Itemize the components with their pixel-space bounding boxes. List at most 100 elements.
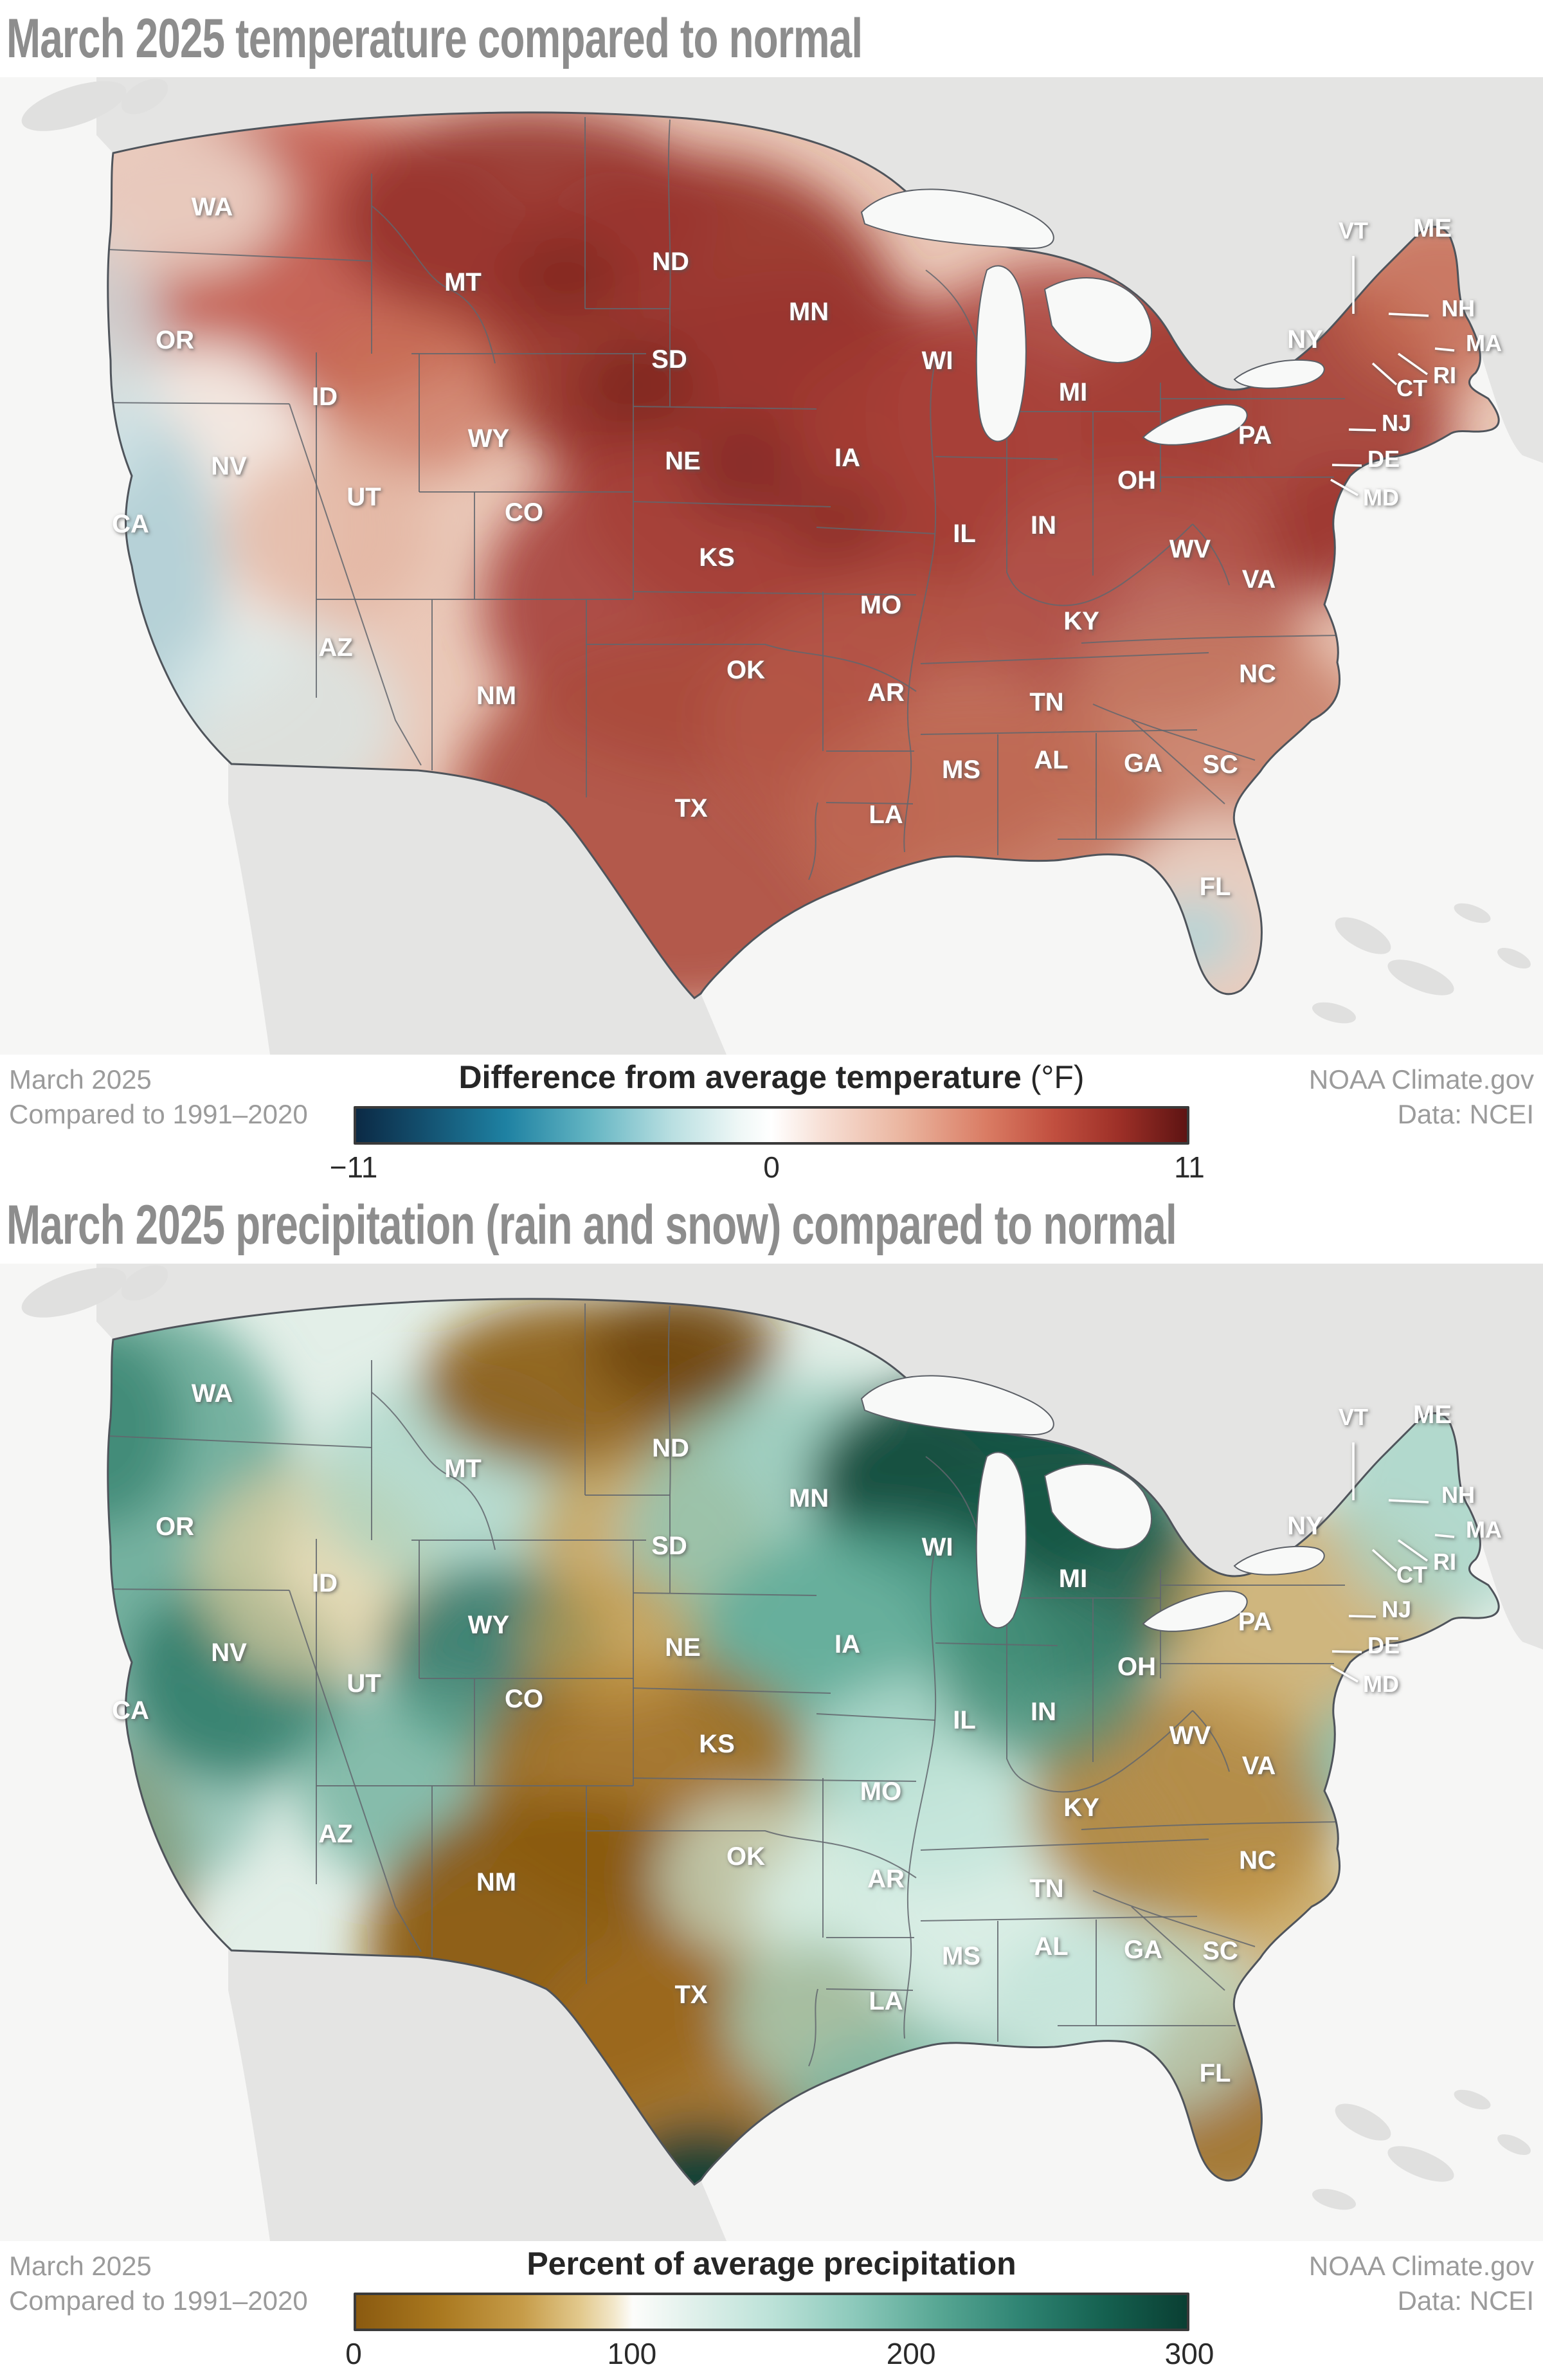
state-label-tx: TX <box>674 794 707 822</box>
period-note: March 2025 Compared to 1991–2020 <box>9 2251 308 2316</box>
state-label-la: LA <box>869 801 903 829</box>
temperature-legend: Difference from average temperature (°F)… <box>330 1055 1205 1187</box>
state-label-tn: TN <box>1029 688 1063 716</box>
temperature-anomaly-map: WA OR ID MT WY NV CA UT CO AZ NM ND SD NE KS OK TX MN IA MO… <box>0 77 1543 1055</box>
state-label-il: IL <box>953 1706 976 1734</box>
precipitation-colorbar-ticks: 0 100 200 300 <box>345 2331 1214 2374</box>
state-label-ct: CT <box>1396 1561 1427 1588</box>
state-label-co: CO <box>505 1685 543 1713</box>
state-label-fl: FL <box>1200 2059 1231 2087</box>
island <box>1454 2089 1491 2110</box>
temperature-legend-title: Difference from average temperature <box>458 1059 1022 1095</box>
state-label-or: OR <box>156 326 194 354</box>
legend-tick: −11 <box>329 1150 378 1184</box>
state-label-de: DE <box>1367 446 1400 472</box>
state-label-nd: ND <box>652 248 689 276</box>
precipitation-footer: March 2025 Compared to 1991–2020 Percent… <box>0 2241 1543 2380</box>
state-label-ia: IA <box>835 1630 860 1658</box>
state-borders <box>107 1304 1345 2067</box>
mexico-landmass <box>228 760 726 1055</box>
great-lake <box>1043 1464 1152 1550</box>
temperature-colorbar <box>354 1106 1189 1145</box>
state-label-pa: PA <box>1238 421 1272 450</box>
state-label-nv: NV <box>211 452 247 480</box>
state-label-ga: GA <box>1124 1936 1162 1964</box>
state-label-wa: WA <box>192 1379 233 1408</box>
state-label-nh: NH <box>1441 1482 1475 1508</box>
state-label-sc: SC <box>1202 1937 1238 1965</box>
state-label-wv: WV <box>1169 1721 1211 1750</box>
great-lake <box>1142 404 1248 446</box>
great-lake <box>1233 1545 1325 1576</box>
precipitation-map-title: March 2025 precipitation (rain and snow)… <box>6 1194 1177 1256</box>
state-label-ny: NY <box>1287 1512 1323 1540</box>
state-label-ky: KY <box>1063 1794 1099 1822</box>
legend-tick: 300 <box>1164 2337 1214 2370</box>
precipitation-title-block: March 2025 precipitation (rain and snow)… <box>0 1186 1543 1264</box>
state-label-nm: NM <box>476 1868 516 1896</box>
state-borders <box>107 117 1345 880</box>
precipitation-colorbar <box>354 2293 1189 2331</box>
state-label-mt: MT <box>444 1455 482 1483</box>
state-label-mo: MO <box>860 591 901 619</box>
state-label-mi: MI <box>1059 378 1087 406</box>
state-label-pa: PA <box>1238 1608 1272 1636</box>
state-label-ar: AR <box>867 678 905 707</box>
state-label-wv: WV <box>1169 535 1211 563</box>
temperature-footer: March 2025 Compared to 1991–2020 Differe… <box>0 1055 1543 1186</box>
temperature-title-block: March 2025 temperature compared to norma… <box>0 0 1543 77</box>
state-label-ar: AR <box>867 1865 905 1893</box>
precipitation-legend: Percent of average precipitation 0 100 200… <box>345 2241 1214 2374</box>
state-label-ms: MS <box>942 1942 980 1970</box>
state-label-mt: MT <box>444 268 482 296</box>
state-label-sd: SD <box>651 1532 687 1560</box>
state-label-id: ID <box>312 1569 338 1597</box>
state-labels: WA OR ID MT WY NV CA UT CO AZ NM ND SD NE KS OK TX MN IA MO… <box>112 193 1502 901</box>
island <box>1387 959 1454 995</box>
state-label-ga: GA <box>1124 749 1162 777</box>
state-label-md: MD <box>1363 484 1399 511</box>
state-label-ca: CA <box>112 1696 149 1725</box>
state-label-al: AL <box>1034 1932 1068 1961</box>
state-label-il: IL <box>953 520 976 548</box>
state-label-ok: OK <box>726 1842 765 1871</box>
label-leader-lines <box>1330 256 1455 496</box>
legend-tick: 0 <box>763 1150 780 1184</box>
state-label-nd: ND <box>652 1434 689 1462</box>
island <box>1387 2146 1454 2182</box>
state-label-va: VA <box>1242 1752 1276 1780</box>
state-label-tn: TN <box>1029 1875 1063 1903</box>
label-leader-lines <box>1330 1442 1455 1683</box>
state-label-mn: MN <box>789 1484 829 1512</box>
us-outline <box>107 1298 1500 2186</box>
state-label-ne: NE <box>665 1633 701 1662</box>
island <box>1497 2134 1531 2156</box>
state-label-id: ID <box>312 383 338 411</box>
state-label-sd: SD <box>651 345 687 374</box>
island <box>121 1265 168 1301</box>
state-label-nj: NJ <box>1382 410 1411 436</box>
state-label-az: AZ <box>318 633 352 662</box>
source-note: NOAA Climate.gov Data: NCEI <box>1308 1064 1534 1129</box>
island <box>1497 947 1531 969</box>
state-label-ok: OK <box>726 656 765 684</box>
legend-tick: 11 <box>1174 1150 1205 1184</box>
temperature-colorbar-ticks: −11 0 11 <box>330 1145 1205 1187</box>
state-label-mn: MN <box>789 298 829 326</box>
state-label-ca: CA <box>112 510 149 538</box>
state-label-ut: UT <box>347 483 381 511</box>
state-label-mi: MI <box>1059 1565 1087 1593</box>
state-label-nh: NH <box>1441 295 1475 322</box>
state-label-wi: WI <box>922 347 953 375</box>
state-label-nv: NV <box>211 1639 247 1667</box>
state-label-tx: TX <box>674 1981 707 2009</box>
state-label-ri: RI <box>1433 362 1456 388</box>
great-lake <box>975 1451 1027 1629</box>
state-label-ny: NY <box>1287 325 1323 354</box>
state-label-az: AZ <box>318 1820 352 1848</box>
state-label-nj: NJ <box>1382 1596 1411 1622</box>
state-label-ms: MS <box>942 756 980 784</box>
legend-tick: 100 <box>607 2337 657 2370</box>
us-outline <box>107 111 1500 999</box>
mexico-landmass <box>228 1947 726 2241</box>
